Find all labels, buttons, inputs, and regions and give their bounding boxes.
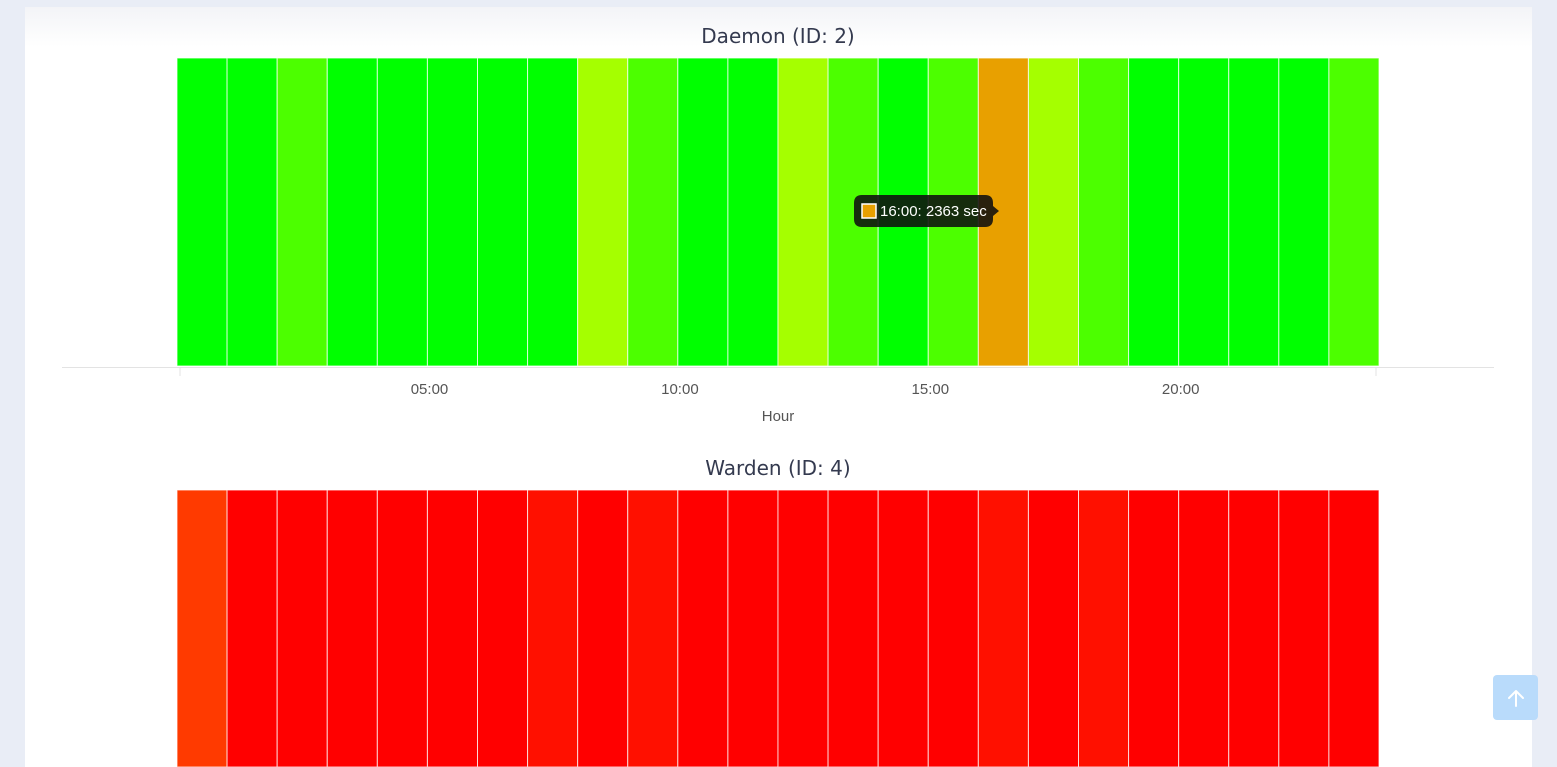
warden-cell-4[interactable] bbox=[376, 489, 428, 767]
daemon-cell-3[interactable] bbox=[326, 57, 378, 367]
daemon-x-axis-title: Hour bbox=[762, 408, 795, 425]
daemon-cell-6[interactable] bbox=[477, 57, 529, 367]
daemon-cell-22[interactable] bbox=[1278, 57, 1330, 367]
warden-cell-20[interactable] bbox=[1178, 489, 1230, 767]
arrow-up-icon bbox=[1507, 689, 1524, 707]
warden-cell-7[interactable] bbox=[527, 489, 579, 767]
daemon-tooltip: 16:00: 2363 sec bbox=[854, 195, 999, 227]
card-shade bbox=[25, 7, 1532, 47]
daemon-tick-label-2: 15:00 bbox=[912, 381, 950, 398]
daemon-cell-17[interactable] bbox=[1027, 57, 1080, 367]
warden-cell-9[interactable] bbox=[627, 489, 679, 767]
daemon-chart: Daemon (ID: 2) 05:00 10:00 15:00 20:00 Hour… bbox=[62, 24, 1494, 425]
warden-cell-6[interactable] bbox=[477, 489, 529, 767]
warden-cell-22[interactable] bbox=[1278, 489, 1330, 767]
daemon-cell-9[interactable] bbox=[627, 57, 679, 367]
daemon-cell-1[interactable] bbox=[226, 57, 278, 367]
tooltip-box bbox=[854, 195, 999, 227]
daemon-cell-11[interactable] bbox=[727, 57, 779, 367]
warden-cell-15[interactable] bbox=[927, 489, 979, 767]
warden-cell-19[interactable] bbox=[1128, 489, 1180, 767]
scroll-to-top-button[interactable] bbox=[1493, 675, 1538, 720]
warden-cell-5[interactable] bbox=[426, 489, 479, 767]
daemon-cell-0[interactable] bbox=[176, 57, 228, 367]
warden-cell-0[interactable] bbox=[176, 489, 228, 767]
warden-cell-8[interactable] bbox=[577, 489, 629, 767]
warden-chart-title: Warden (ID: 4) bbox=[705, 456, 850, 480]
daemon-cell-10[interactable] bbox=[677, 57, 729, 367]
warden-cell-12[interactable] bbox=[777, 489, 829, 767]
daemon-cell-2[interactable] bbox=[276, 57, 328, 367]
warden-chart: Warden (ID: 4) bbox=[176, 456, 1380, 767]
daemon-cell-8[interactable] bbox=[577, 57, 629, 367]
daemon-cell-21[interactable] bbox=[1228, 57, 1280, 367]
warden-cells bbox=[176, 489, 1380, 767]
daemon-cell-18[interactable] bbox=[1078, 57, 1130, 367]
warden-cell-18[interactable] bbox=[1078, 489, 1130, 767]
warden-cell-16[interactable] bbox=[977, 489, 1029, 767]
daemon-cell-5[interactable] bbox=[426, 57, 479, 367]
daemon-tick-label-0: 05:00 bbox=[411, 381, 449, 398]
tooltip-label: 16:00: 2363 sec bbox=[880, 203, 987, 220]
warden-cell-3[interactable] bbox=[326, 489, 378, 767]
warden-cell-21[interactable] bbox=[1228, 489, 1280, 767]
warden-cell-11[interactable] bbox=[727, 489, 779, 767]
warden-cell-23[interactable] bbox=[1328, 489, 1380, 767]
daemon-cell-23[interactable] bbox=[1328, 57, 1380, 367]
daemon-cell-19[interactable] bbox=[1128, 57, 1180, 367]
daemon-cell-12[interactable] bbox=[777, 57, 829, 367]
tooltip-color-swatch bbox=[861, 203, 877, 219]
warden-cell-13[interactable] bbox=[827, 489, 879, 767]
daemon-cell-7[interactable] bbox=[527, 57, 579, 367]
daemon-tick-label-1: 10:00 bbox=[661, 381, 699, 398]
daemon-cells bbox=[176, 57, 1380, 367]
daemon-x-ticks: 05:00 10:00 15:00 20:00 bbox=[179, 368, 1377, 398]
daemon-cell-20[interactable] bbox=[1178, 57, 1230, 367]
warden-cell-17[interactable] bbox=[1027, 489, 1080, 767]
warden-cell-1[interactable] bbox=[226, 489, 278, 767]
warden-cell-10[interactable] bbox=[677, 489, 729, 767]
warden-cell-2[interactable] bbox=[276, 489, 328, 767]
daemon-tick-label-3: 20:00 bbox=[1162, 381, 1200, 398]
daemon-chart-title: Daemon (ID: 2) bbox=[701, 24, 854, 48]
warden-cell-14[interactable] bbox=[877, 489, 929, 767]
daemon-cell-4[interactable] bbox=[376, 57, 428, 367]
